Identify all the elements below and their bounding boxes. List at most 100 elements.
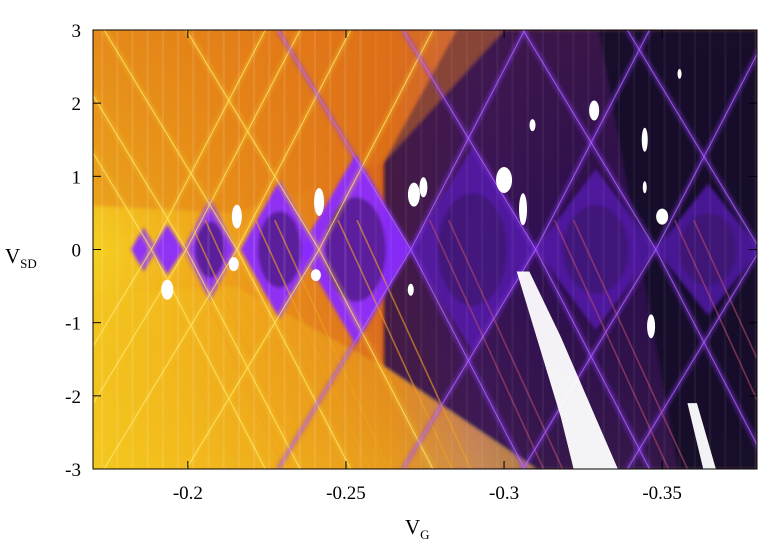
excited-state-line: [674, 219, 757, 402]
saturated-patch: [589, 100, 600, 121]
measurement-stripe: [253, 30, 256, 469]
transition-line-core: [655, 53, 757, 250]
measurement-stripe: [131, 30, 134, 469]
measurement-stripe: [374, 30, 377, 469]
measurement-stripe: [587, 30, 590, 469]
saturated-streak: [687, 403, 716, 469]
excited-state-line: [188, 219, 304, 469]
transition-line-core: [103, 249, 238, 469]
transition-line-core: [185, 249, 301, 469]
saturated-streak: [516, 271, 618, 469]
coulomb-diamond: [130, 227, 157, 272]
x-tick-label: -0.2: [173, 483, 203, 504]
transition-line-core: [277, 249, 412, 469]
measurement-stripe: [678, 30, 681, 469]
measurement-stripe: [557, 30, 560, 469]
measurement-stripe: [344, 30, 347, 469]
excited-state-line: [693, 219, 757, 361]
transition-line-core: [535, 249, 650, 469]
saturated-patch: [647, 314, 656, 339]
transition-line-core: [760, 30, 781, 250]
y-tick-label: -2: [65, 387, 81, 408]
transition-line-core: [760, 250, 781, 470]
coulomb-diamond-core: [437, 193, 508, 306]
y-tick-label: -1: [65, 314, 81, 335]
transition-line-core: [185, 30, 320, 250]
transition-line-core: [185, 249, 320, 469]
measurement-stripe: [420, 30, 423, 469]
measurement-stripe: [101, 30, 104, 469]
upper-conduction-region: [93, 30, 505, 213]
x-tick-label: -0.35: [642, 483, 682, 504]
measurement-stripe: [450, 30, 453, 469]
saturated-patch: [529, 119, 536, 132]
saturated-patch: [407, 283, 414, 296]
saturated-patch: [656, 208, 669, 225]
transition-line-core: [151, 30, 266, 250]
transition-line-core: [626, 253, 757, 469]
saturated-patch: [310, 269, 321, 282]
measurement-stripe: [435, 30, 438, 469]
measurement-stripe: [116, 30, 119, 469]
measurement-stripe: [313, 30, 316, 469]
measurement-stripe: [526, 30, 529, 469]
measurement-stripe: [405, 30, 408, 469]
transition-line-core: [626, 30, 757, 246]
measurement-stripe: [496, 30, 499, 469]
coulomb-diamond-core: [195, 221, 225, 278]
measurement-stripe: [602, 30, 605, 469]
lower-conduction-region: [93, 286, 536, 469]
y-tick-label: 2: [72, 94, 82, 115]
measurement-stripe: [222, 30, 225, 469]
y-tick-label: -3: [65, 460, 81, 481]
saturated-patch: [519, 193, 528, 226]
measurement-stripe: [693, 30, 696, 469]
excited-state-line: [572, 219, 689, 469]
excited-state-line: [356, 219, 472, 469]
saturated-patch: [419, 177, 428, 198]
saturated-patch: [496, 166, 513, 193]
coulomb-diamond-core: [257, 211, 302, 288]
transition-line-core: [522, 30, 657, 250]
transition-line: [760, 250, 781, 470]
measurement-stripe: [298, 30, 301, 469]
transition-line-core: [277, 30, 412, 250]
saturated-patch: [228, 257, 239, 272]
transition-line-core: [185, 30, 301, 250]
measurement-stripe: [329, 30, 332, 469]
x-axis-label: VG: [405, 515, 430, 542]
transition-line-core: [522, 249, 657, 469]
measurement-stripe: [283, 30, 286, 469]
excited-state-line: [274, 219, 390, 469]
transition-line-core: [103, 30, 238, 250]
transition-line-core: [93, 94, 187, 250]
transition-line-core: [236, 30, 352, 250]
measurement-stripe: [724, 30, 727, 469]
measurement-stripe: [192, 30, 195, 469]
transition-line-core: [93, 249, 152, 348]
x-axis: -0.2 -0.25 -0.3 -0.35: [173, 30, 682, 504]
excited-state-line: [337, 219, 453, 469]
measurement-stripe: [237, 30, 240, 469]
transition-line: [760, 30, 781, 250]
excited-state-line: [447, 219, 564, 469]
measurement-stripe: [389, 30, 392, 469]
x-tick-label: -0.3: [489, 483, 519, 504]
y-tick-label: 0: [72, 241, 82, 262]
excited-state-line: [169, 219, 286, 469]
transition-line-core: [655, 249, 757, 446]
coulomb-diamond-core: [562, 205, 629, 294]
measurement-stripe: [617, 30, 620, 469]
transition-line-core: [318, 30, 434, 250]
transition-line-core: [93, 151, 152, 250]
transition-line-core: [402, 249, 537, 469]
measurement-stripe: [268, 30, 271, 469]
saturated-patch: [231, 204, 242, 229]
measurement-stripe: [663, 30, 666, 469]
measurement-stripe: [648, 30, 651, 469]
x-tick-label: -0.25: [326, 483, 366, 504]
transition-line-core: [318, 249, 434, 469]
measurement-stripe: [146, 30, 149, 469]
measurement-stripe: [739, 30, 742, 469]
